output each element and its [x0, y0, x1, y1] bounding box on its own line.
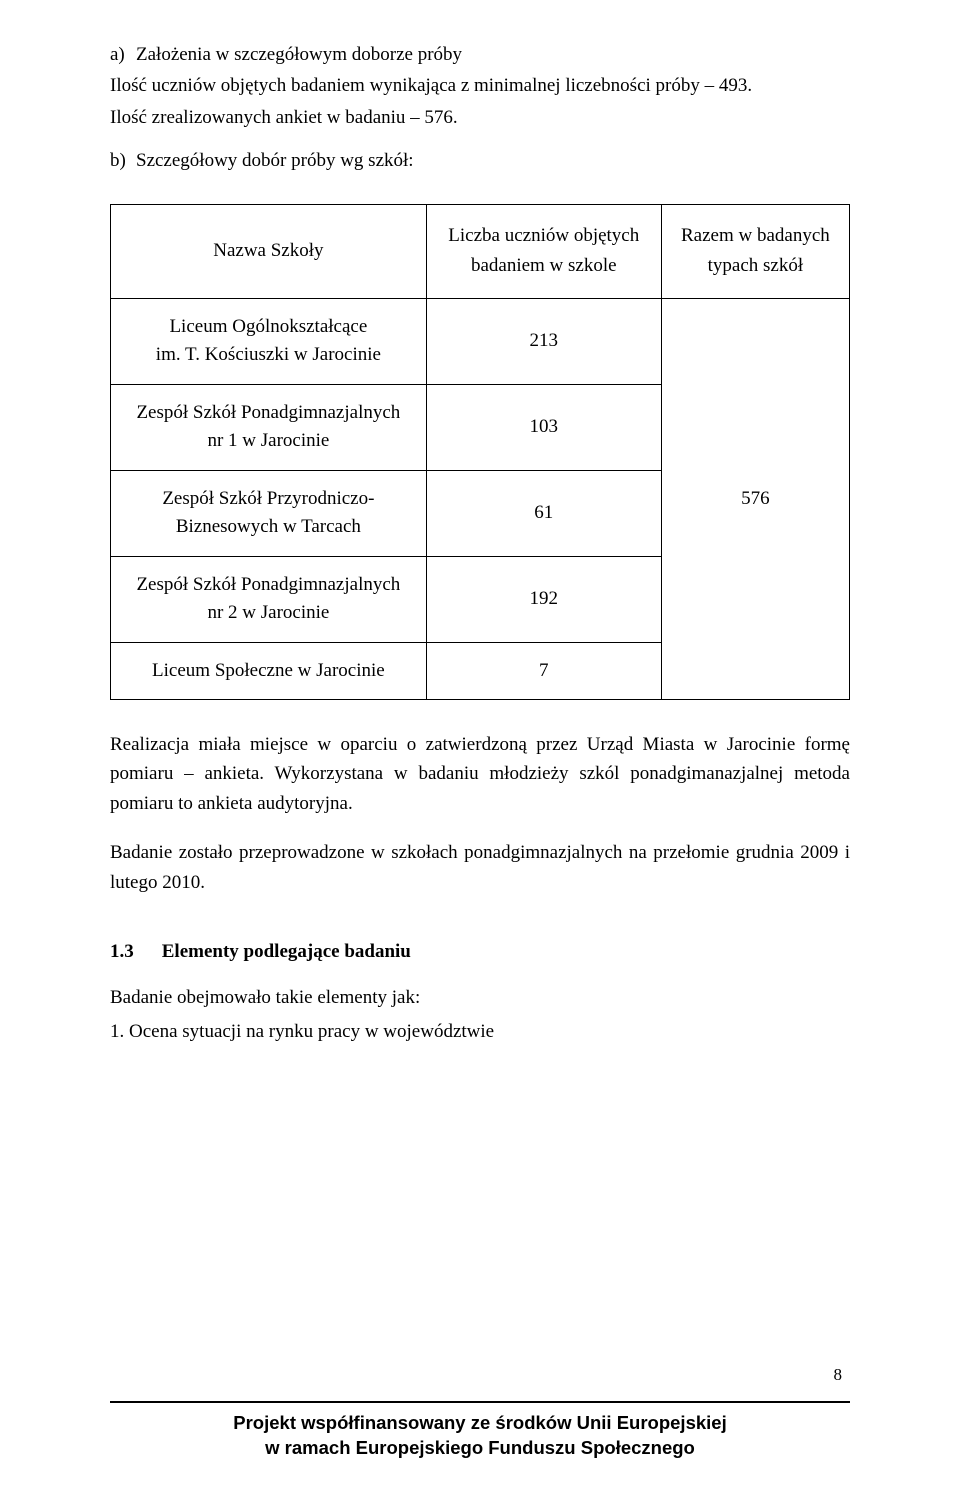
section-1-3-heading: 1.3 Elementy podlegające badaniu: [110, 941, 850, 963]
table-cell-name: Zespół Szkół Przyrodniczo- Biznesowych w…: [111, 470, 427, 556]
section-a-line2: Ilość zrealizowanych ankiet w badaniu – …: [110, 103, 850, 132]
table-cell-value: 61: [426, 470, 661, 556]
table-cell-value: 103: [426, 384, 661, 470]
school-name-l1: Liceum Społeczne w Jarocinie: [152, 660, 385, 681]
footer-line2: w ramach Europejskiego Funduszu Społeczn…: [265, 1437, 695, 1458]
school-name-l1: Zespół Szkół Ponadgimnazjalnych: [136, 574, 400, 595]
footer-text: Projekt współfinansowany ze środków Unii…: [0, 1411, 960, 1461]
table-cell-name: Liceum Społeczne w Jarocinie: [111, 642, 427, 700]
section-1-3-num: 1.3: [110, 941, 134, 963]
school-name-l2: nr 2 w Jarocinie: [207, 602, 329, 623]
col-header-total-l2: typach szkół: [708, 255, 804, 276]
body-p2: Badanie zostało przeprowadzone w szkołac…: [110, 838, 850, 897]
page-number: 8: [834, 1365, 843, 1385]
section-1-3-item1: 1. Ocena sytuacji na rynku pracy w wojew…: [110, 1017, 850, 1046]
section-1-3-title: Elementy podlegające badaniu: [162, 941, 411, 962]
section-a-title: Założenia w szczegółowym doborze próby: [136, 44, 462, 65]
section-1-3-body: Badanie obejmowało takie elementy jak: 1…: [110, 983, 850, 1046]
footer-line1: Projekt współfinansowany ze środków Unii…: [233, 1412, 726, 1433]
col-header-total: Razem w badanych typach szkół: [661, 204, 849, 298]
school-name-l1: Zespół Szkół Przyrodniczo-: [162, 488, 374, 509]
school-name-l2: nr 1 w Jarocinie: [207, 430, 329, 451]
section-b-label: b): [110, 146, 136, 175]
school-name-l2: im. T. Kościuszki w Jarocinie: [156, 344, 381, 365]
col-header-count-l1: Liczba uczniów objętych: [448, 225, 639, 246]
table-header-row: Nazwa Szkoły Liczba uczniów objętych bad…: [111, 204, 850, 298]
col-header-count-l2: badaniem w szkole: [471, 255, 617, 276]
table-cell-name: Zespół Szkół Ponadgimnazjalnych nr 2 w J…: [111, 556, 427, 642]
table-cell-total: 576: [661, 298, 849, 700]
table-cell-name: Liceum Ogólnokształcące im. T. Kościuszk…: [111, 298, 427, 384]
table-row: Liceum Ogólnokształcące im. T. Kościuszk…: [111, 298, 850, 384]
section-a-line1: Ilość uczniów objętych badaniem wynikają…: [110, 71, 850, 100]
section-b: b)Szczegółowy dobór próby wg szkół:: [110, 146, 850, 175]
section-1-3-intro: Badanie obejmowało takie elementy jak:: [110, 983, 850, 1012]
section-a: a)Założenia w szczegółowym doborze próby…: [110, 40, 850, 132]
section-a-label: a): [110, 40, 136, 69]
table-cell-name: Zespół Szkół Ponadgimnazjalnych nr 1 w J…: [111, 384, 427, 470]
section-b-title: Szczegółowy dobór próby wg szkół:: [136, 150, 414, 171]
section-b-title-line: b)Szczegółowy dobór próby wg szkół:: [110, 146, 850, 175]
table-cell-value: 7: [426, 642, 661, 700]
table-cell-value: 192: [426, 556, 661, 642]
col-header-count: Liczba uczniów objętych badaniem w szkol…: [426, 204, 661, 298]
table-cell-value: 213: [426, 298, 661, 384]
footer-rule: [110, 1401, 850, 1403]
section-a-title-line: a)Założenia w szczegółowym doborze próby: [110, 40, 850, 69]
col-header-name: Nazwa Szkoły: [111, 204, 427, 298]
col-header-total-l1: Razem w badanych: [681, 225, 830, 246]
school-name-l1: Liceum Ogólnokształcące: [169, 316, 367, 337]
school-name-l1: Zespół Szkół Ponadgimnazjalnych: [136, 402, 400, 423]
body-p1: Realizacja miała miejsce w oparciu o zat…: [110, 730, 850, 818]
body-text: Realizacja miała miejsce w oparciu o zat…: [110, 730, 850, 897]
document-page: a)Założenia w szczegółowym doborze próby…: [0, 0, 960, 1499]
school-name-l2: Biznesowych w Tarcach: [176, 516, 361, 537]
schools-table: Nazwa Szkoły Liczba uczniów objętych bad…: [110, 204, 850, 700]
